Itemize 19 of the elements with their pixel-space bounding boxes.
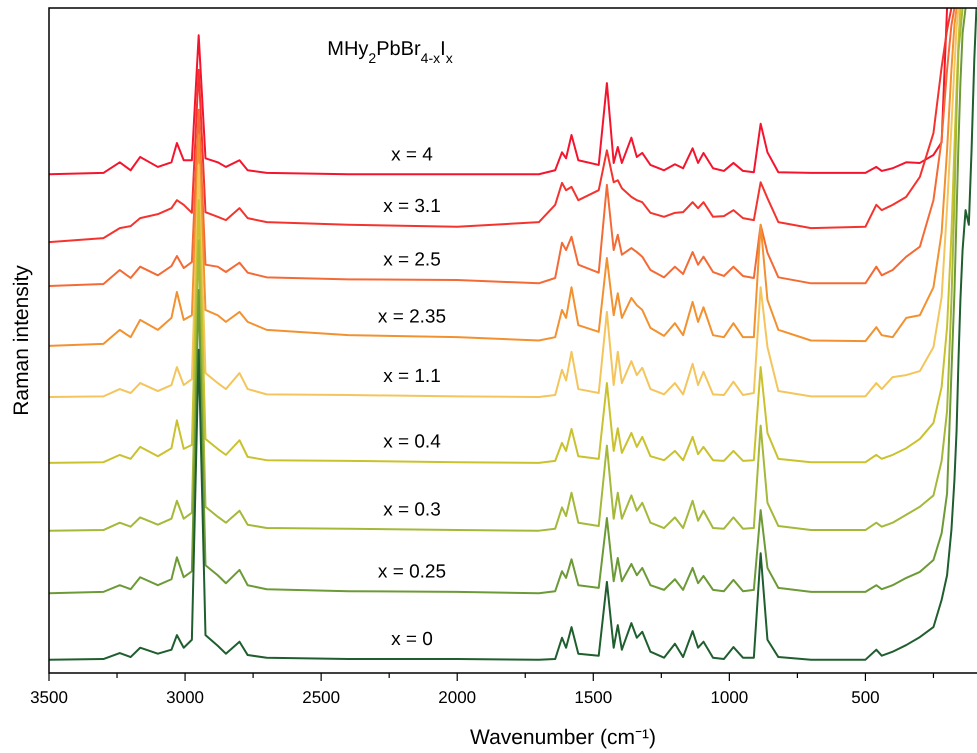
series-label: x = 4 bbox=[391, 144, 434, 166]
series-label: x = 0 bbox=[391, 629, 433, 650]
series-label: x = 0.3 bbox=[383, 499, 441, 520]
series-label: x = 2.35 bbox=[378, 306, 446, 328]
x-axis-title: Wavenumber (cm⁻¹) bbox=[470, 726, 656, 749]
x-tick-label: 1500 bbox=[574, 688, 612, 707]
series-label: x = 1.1 bbox=[383, 366, 441, 387]
y-axis-title: Raman intensity bbox=[10, 264, 33, 416]
x-tick-label: 2000 bbox=[438, 688, 476, 707]
x-tick-label: 500 bbox=[851, 688, 880, 707]
x-tick-label: 3500 bbox=[30, 688, 68, 707]
x-tick-label: 2500 bbox=[302, 688, 340, 707]
x-tick-label: 3000 bbox=[166, 688, 204, 707]
series-label: x = 2.5 bbox=[383, 250, 441, 271]
x-tick-label: 1000 bbox=[710, 688, 748, 707]
series-label: x = 0.4 bbox=[383, 432, 442, 453]
series-label: x = 0.25 bbox=[378, 562, 446, 583]
series-label: x = 3.1 bbox=[383, 196, 441, 217]
text: MHy$_{2}$PbBr$_{4-x}$I$_{x}$ bbox=[327, 38, 453, 66]
